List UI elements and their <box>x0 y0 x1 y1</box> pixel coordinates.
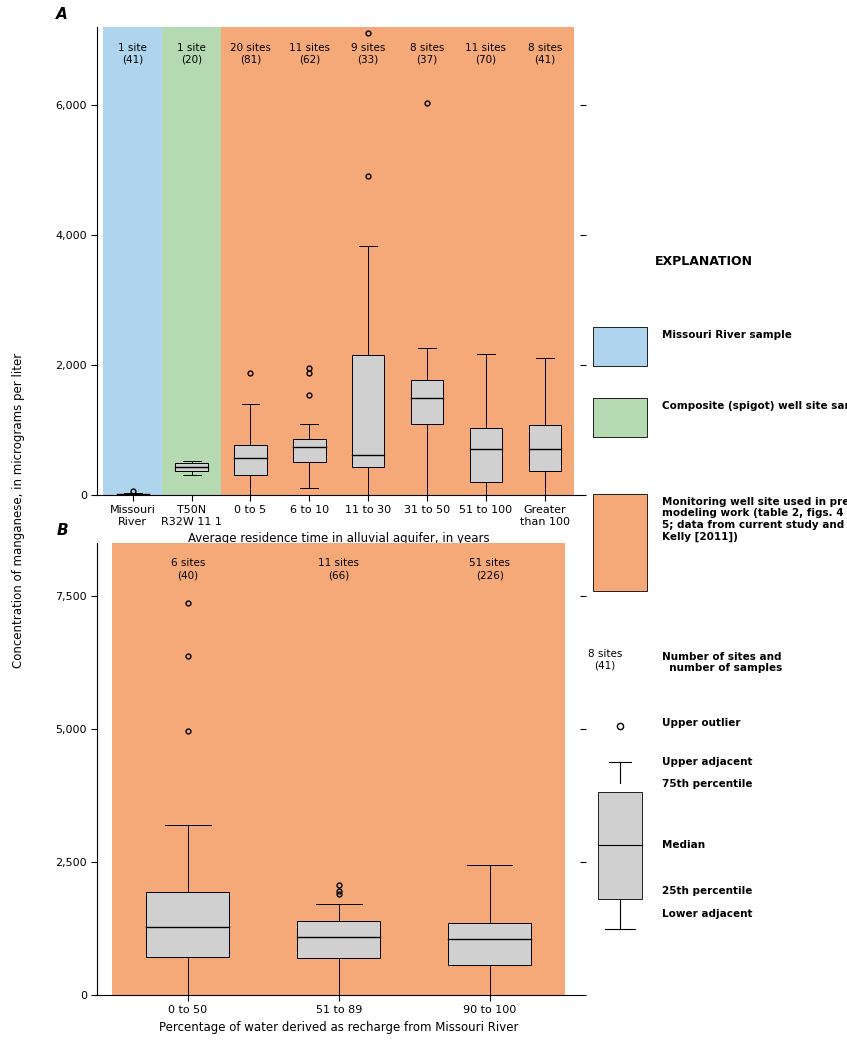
Bar <box>457 27 516 495</box>
Text: Missouri River sample: Missouri River sample <box>662 330 792 339</box>
Text: Monitoring well site used in previous
modeling work (table 2, figs. 4 and
5; dat: Monitoring well site used in previous mo… <box>662 497 847 542</box>
Text: 6 sites
(40): 6 sites (40) <box>171 559 205 580</box>
Bar <box>147 892 230 958</box>
Text: Lower adjacent: Lower adjacent <box>662 909 752 918</box>
Text: 11 sites
(66): 11 sites (66) <box>318 559 359 580</box>
X-axis label: Percentage of water derived as recharge from Missouri River: Percentage of water derived as recharge … <box>159 1020 518 1034</box>
Text: B: B <box>57 523 68 538</box>
Text: 11 sites
(70): 11 sites (70) <box>466 43 507 65</box>
Bar <box>235 446 267 475</box>
Bar <box>117 494 149 496</box>
Text: 51 sites
(226): 51 sites (226) <box>469 559 510 580</box>
Text: Upper adjacent: Upper adjacent <box>662 757 752 767</box>
Text: 8 sites
(37): 8 sites (37) <box>410 43 445 65</box>
Text: 25th percentile: 25th percentile <box>662 886 752 896</box>
Bar <box>297 920 380 958</box>
Bar <box>448 924 531 964</box>
Bar <box>113 543 263 995</box>
Text: 1 site
(41): 1 site (41) <box>119 43 147 65</box>
Bar <box>529 425 561 471</box>
Bar <box>103 27 162 495</box>
Text: 8 sites
(41): 8 sites (41) <box>588 649 623 670</box>
Bar <box>598 792 642 899</box>
Text: 8 sites
(41): 8 sites (41) <box>528 43 562 65</box>
Text: EXPLANATION: EXPLANATION <box>655 255 752 268</box>
Text: A: A <box>57 7 68 22</box>
Text: Number of sites and
  number of samples: Number of sites and number of samples <box>662 651 782 674</box>
Bar <box>263 543 414 995</box>
Bar <box>221 27 280 495</box>
Text: 11 sites
(62): 11 sites (62) <box>289 43 329 65</box>
Bar <box>175 463 208 470</box>
X-axis label: Average residence time in alluvial aquifer, in years
(orange bars only): Average residence time in alluvial aquif… <box>188 532 490 561</box>
Text: 1 site
(20): 1 site (20) <box>177 43 206 65</box>
Bar <box>398 27 457 495</box>
Bar <box>293 438 325 462</box>
Bar <box>414 543 565 995</box>
Bar <box>470 428 502 482</box>
Bar <box>593 327 647 366</box>
Bar <box>162 27 221 495</box>
Bar <box>593 494 647 591</box>
Text: 75th percentile: 75th percentile <box>662 779 752 788</box>
Bar <box>593 398 647 437</box>
Bar <box>516 27 574 495</box>
Text: Composite (spigot) well site sample: Composite (spigot) well site sample <box>662 401 847 412</box>
Bar <box>411 380 443 423</box>
Bar <box>339 27 398 495</box>
Bar <box>280 27 339 495</box>
Bar <box>352 355 385 467</box>
Text: Median: Median <box>662 841 705 850</box>
Text: Concentration of manganese, in micrograms per liter: Concentration of manganese, in microgram… <box>12 353 25 668</box>
Text: 20 sites
(81): 20 sites (81) <box>230 43 271 65</box>
Text: 9 sites
(33): 9 sites (33) <box>351 43 385 65</box>
Text: Upper outlier: Upper outlier <box>662 718 740 728</box>
